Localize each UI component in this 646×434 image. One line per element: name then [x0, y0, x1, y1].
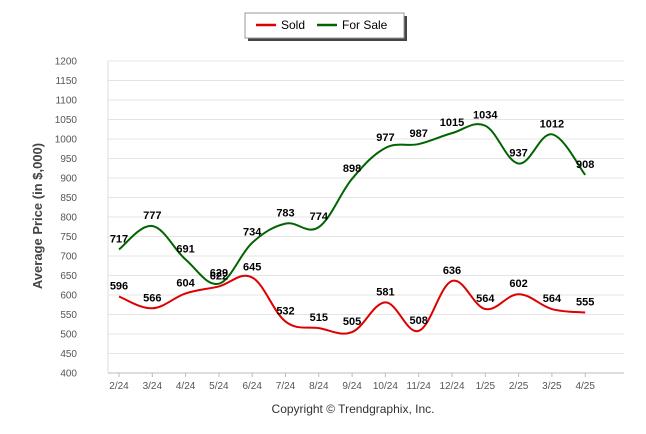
data-label: 564	[543, 293, 562, 305]
x-tick-label: 5/24	[209, 381, 229, 392]
legend: Sold For Sale	[244, 12, 407, 41]
grid-lines	[107, 60, 624, 374]
data-label: 937	[509, 148, 527, 160]
data-label: 566	[143, 292, 161, 304]
x-tick-label: 8/24	[309, 381, 329, 392]
data-label: 555	[576, 297, 594, 309]
y-tick-label: 700	[60, 252, 77, 263]
data-label: 734	[243, 227, 262, 239]
data-label: 596	[110, 281, 128, 293]
data-label: 532	[276, 306, 294, 318]
data-label: 515	[310, 312, 328, 324]
x-tick-label: 1/25	[476, 381, 496, 392]
x-tick-label: 9/24	[342, 381, 362, 392]
data-label: 898	[343, 163, 361, 175]
x-tick-label: 10/24	[373, 381, 398, 392]
data-label: 1015	[440, 117, 464, 129]
data-label: 783	[276, 208, 294, 220]
data-label: 508	[410, 315, 428, 327]
data-label: 987	[410, 128, 428, 140]
y-tick-label: 950	[60, 154, 77, 165]
x-tick-label: 3/25	[542, 381, 562, 392]
data-label: 1034	[473, 110, 498, 122]
data-label: 629	[210, 268, 228, 280]
x-tick-label: 4/24	[176, 381, 196, 392]
legend-entry-0: Sold	[281, 18, 305, 32]
data-label: 717	[110, 233, 128, 245]
x-tick-label: 11/24	[407, 381, 432, 392]
y-tick-label: 850	[60, 193, 77, 204]
y-tick-label: 800	[60, 213, 77, 224]
y-tick-label: 400	[60, 369, 77, 380]
data-label: 636	[443, 265, 461, 277]
y-tick-label: 1050	[55, 115, 78, 126]
data-label: 604	[176, 277, 195, 289]
data-label: 564	[476, 293, 495, 305]
y-axis-label: Average Price (in $,000)	[30, 143, 45, 289]
y-tick-label: 450	[60, 349, 77, 360]
x-tick-label: 6/24	[242, 381, 262, 392]
y-tick-label: 650	[60, 271, 77, 282]
data-label: 645	[243, 261, 261, 273]
data-label: 908	[576, 159, 594, 171]
x-axis-ticks: 2/24 3/24 4/24 5/24 6/24 7/24 8/24 9/24 10/24 11/…	[109, 373, 595, 392]
series-line-0	[118, 274, 586, 335]
y-tick-label: 550	[60, 310, 77, 321]
x-tick-label: 3/24	[143, 381, 163, 392]
y-tick-label: 750	[60, 232, 77, 243]
data-label: 622	[210, 270, 228, 282]
x-tick-label: 12/24	[439, 381, 464, 392]
legend-entry-1: For Sale	[342, 18, 388, 32]
data-label: 1012	[540, 118, 564, 130]
copyright-text: Copyright © Trendgraphix, Inc.	[272, 402, 435, 416]
data-label: 777	[143, 210, 161, 222]
data-label: 602	[509, 278, 527, 290]
x-tick-label: 2/24	[109, 381, 129, 392]
x-tick-label: 7/24	[276, 381, 296, 392]
data-labels: 596 566 604 622 645 532 515 505 581 508 636 564 602 5…	[110, 110, 595, 328]
data-label: 691	[176, 244, 194, 256]
series-line-1	[118, 123, 586, 285]
data-label: 505	[343, 316, 361, 328]
y-tick-label: 1200	[55, 57, 78, 68]
x-tick-label: 4/25	[575, 381, 595, 392]
data-label: 581	[376, 286, 394, 298]
data-label: 977	[376, 132, 394, 144]
y-tick-label: 1150	[55, 76, 77, 87]
x-tick-label: 2/25	[509, 381, 529, 392]
y-tick-label: 1000	[55, 135, 78, 146]
y-tick-label: 500	[60, 330, 77, 341]
y-tick-label: 900	[60, 174, 77, 185]
y-axis-ticks: 400 450 500 550 600 650 700 750 800 850 900 950 1000…	[55, 57, 78, 380]
y-tick-label: 1100	[55, 96, 77, 107]
series-lines	[118, 123, 586, 335]
y-tick-label: 600	[60, 291, 77, 302]
data-label: 774	[310, 211, 329, 223]
